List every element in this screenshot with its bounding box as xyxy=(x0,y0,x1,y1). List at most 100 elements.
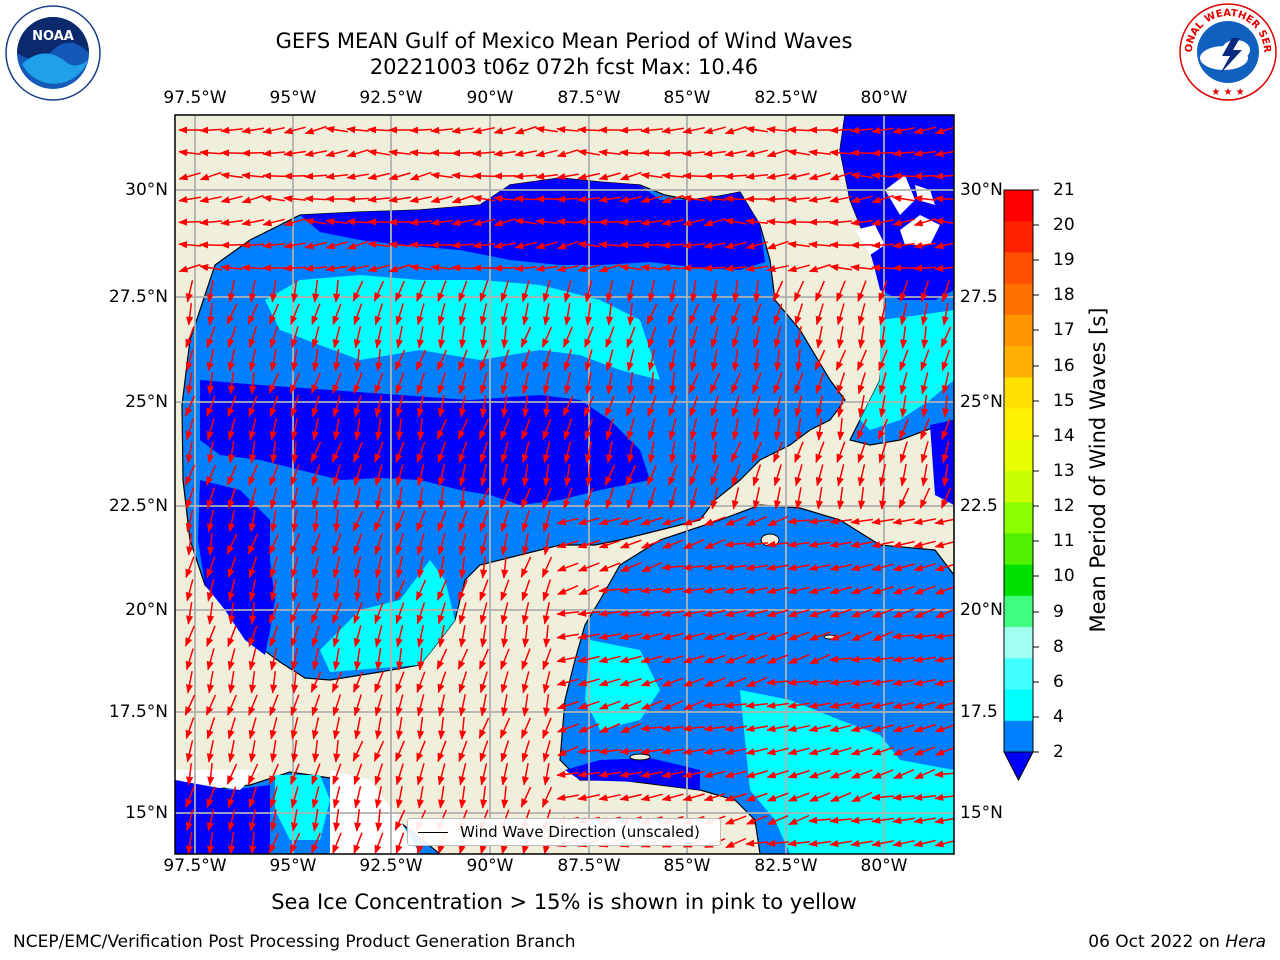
wave-direction-arrow xyxy=(353,395,362,418)
wave-direction-arrow xyxy=(794,487,803,510)
lon-tick-label: 82.5°W xyxy=(754,856,818,876)
wave-direction-arrow xyxy=(577,539,600,549)
wave-direction-arrow xyxy=(626,395,636,418)
wave-direction-arrow xyxy=(451,264,475,272)
wave-direction-arrow xyxy=(647,349,656,372)
wave-direction-arrow xyxy=(892,724,915,733)
wave-direction-arrow xyxy=(934,126,954,135)
wave-direction-arrow xyxy=(185,625,195,647)
wave-direction-arrow xyxy=(689,303,699,325)
wave-direction-arrow xyxy=(606,303,614,326)
colorbar-segment xyxy=(1004,377,1033,410)
wave-direction-arrow xyxy=(227,395,237,418)
wave-direction-arrow xyxy=(311,418,319,441)
wave-direction-arrow xyxy=(374,625,383,648)
wave-direction-arrow xyxy=(598,633,621,641)
wave-direction-arrow xyxy=(472,172,496,180)
wave-direction-arrow xyxy=(577,195,600,203)
wave-direction-arrow xyxy=(353,647,362,671)
wave-direction-arrow xyxy=(479,303,488,326)
wave-direction-arrow xyxy=(668,418,677,441)
wave-direction-arrow xyxy=(598,562,621,572)
wave-direction-arrow xyxy=(619,793,642,802)
wave-direction-arrow xyxy=(619,770,642,779)
wave-direction-arrow xyxy=(829,263,853,272)
wave-direction-arrow xyxy=(710,326,719,349)
wave-direction-arrow xyxy=(388,218,412,226)
wave-direction-arrow xyxy=(941,487,951,509)
wave-direction-arrow xyxy=(745,540,768,548)
wave-direction-arrow xyxy=(185,809,194,832)
wave-direction-arrow xyxy=(661,586,685,594)
wave-direction-arrow xyxy=(766,540,789,548)
colorbar-tick-label: 14 xyxy=(1053,426,1075,446)
wave-direction-arrow xyxy=(185,579,194,602)
wave-direction-arrow xyxy=(724,587,747,595)
wave-direction-arrow xyxy=(241,126,265,135)
wave-direction-arrow xyxy=(920,441,929,464)
wave-direction-arrow xyxy=(745,815,768,825)
wave-direction-arrow xyxy=(703,126,726,135)
wave-direction-arrow xyxy=(920,418,930,441)
map-subtitle: 20221003 t06z 072h fcst Max: 10.46 xyxy=(369,55,759,79)
wave-direction-arrow xyxy=(703,632,726,641)
wave-direction-arrow xyxy=(354,809,362,832)
wave-direction-arrow xyxy=(283,149,307,157)
wave-direction-arrow xyxy=(662,700,684,710)
wave-direction-arrow xyxy=(899,372,908,395)
wave-direction-arrow xyxy=(766,126,789,134)
wave-direction-arrow xyxy=(374,602,384,625)
wave-direction-arrow xyxy=(773,464,782,487)
wave-direction-arrow xyxy=(353,372,363,395)
wave-direction-arrow xyxy=(598,747,621,755)
sea-ice-note: Sea Ice Concentration > 15% is shown in … xyxy=(271,890,857,914)
wave-direction-arrow xyxy=(892,816,916,825)
wave-direction-arrow xyxy=(556,149,579,158)
wave-direction-arrow xyxy=(520,786,532,808)
wave-direction-arrow xyxy=(226,533,238,555)
wave-direction-arrow xyxy=(416,303,425,326)
wave-direction-arrow xyxy=(514,217,537,226)
wave-direction-arrow xyxy=(304,241,327,250)
wave-direction-arrow xyxy=(661,172,685,180)
wave-direction-arrow xyxy=(304,125,327,135)
wave-direction-arrow xyxy=(269,763,279,785)
wave-direction-arrow xyxy=(850,724,873,733)
wave-direction-arrow xyxy=(290,717,299,740)
wave-direction-arrow xyxy=(353,441,363,463)
wave-direction-arrow xyxy=(878,303,887,326)
wave-direction-arrow xyxy=(724,125,747,135)
wave-direction-arrow xyxy=(709,372,721,394)
wave-direction-arrow xyxy=(793,280,805,302)
wave-direction-arrow xyxy=(416,694,425,717)
wave-direction-arrow xyxy=(829,747,852,756)
lat-tick-label: 22.5°N xyxy=(108,496,168,516)
wave-direction-arrow xyxy=(619,677,642,687)
wave-direction-arrow xyxy=(451,126,475,135)
wave-direction-arrow xyxy=(605,487,615,510)
wave-direction-arrow xyxy=(331,441,343,463)
wave-direction-arrow xyxy=(563,302,572,326)
wave-direction-arrow xyxy=(220,264,243,272)
wave-direction-arrow xyxy=(920,464,929,487)
wave-direction-arrow xyxy=(857,395,865,418)
wave-direction-arrow xyxy=(291,739,299,763)
lat-tick-label: 15°N xyxy=(125,803,168,823)
wave-direction-arrow xyxy=(647,418,656,441)
wave-direction-arrow xyxy=(751,441,763,463)
wave-direction-arrow xyxy=(207,303,215,326)
wave-direction-arrow xyxy=(458,579,468,602)
wave-direction-arrow xyxy=(283,264,307,272)
wave-direction-arrow xyxy=(459,487,467,510)
wave-direction-arrow xyxy=(437,349,447,371)
wave-direction-arrow xyxy=(290,694,300,717)
wave-direction-arrow xyxy=(184,464,196,486)
wave-direction-arrow xyxy=(514,241,537,250)
wave-direction-arrow xyxy=(395,556,403,579)
wave-direction-arrow xyxy=(808,195,832,204)
wave-direction-arrow xyxy=(248,326,258,349)
wave-direction-arrow xyxy=(752,487,761,510)
wave-direction-arrow xyxy=(787,264,810,273)
wave-direction-arrow xyxy=(857,372,866,395)
wave-direction-arrow xyxy=(289,602,301,624)
